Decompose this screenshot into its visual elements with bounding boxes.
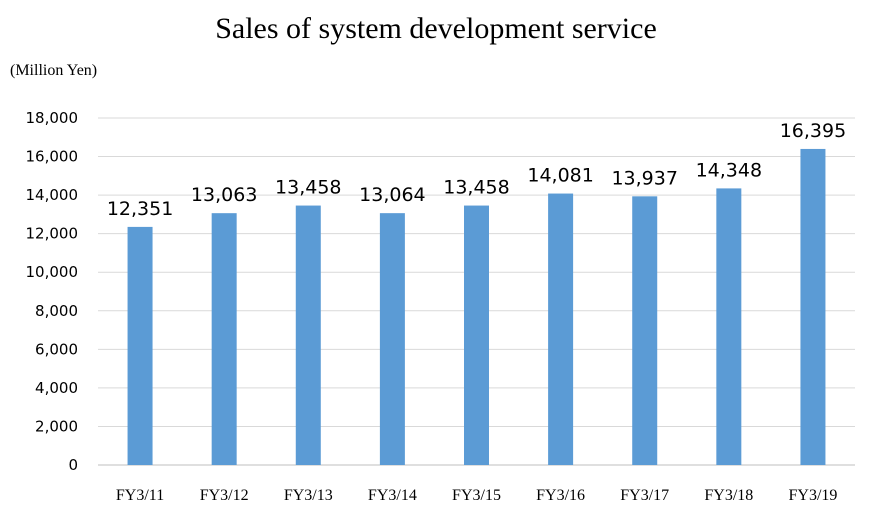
bar bbox=[548, 193, 574, 465]
x-tick-label: FY3/11 bbox=[116, 487, 164, 504]
y-tick-label: 6,000 bbox=[35, 340, 78, 358]
bar bbox=[464, 205, 489, 465]
bar bbox=[800, 148, 826, 465]
y-tick-label: 16,000 bbox=[26, 148, 79, 166]
data-label: 13,063 bbox=[191, 184, 257, 206]
x-tick-label: FY3/14 bbox=[368, 487, 417, 504]
bar bbox=[632, 196, 658, 465]
data-label: 16,395 bbox=[780, 120, 846, 142]
chart-title: Sales of system development service bbox=[215, 12, 657, 45]
y-tick-label: 12,000 bbox=[26, 225, 79, 243]
y-tick-label: 18,000 bbox=[26, 109, 79, 127]
y-tick-label: 14,000 bbox=[26, 186, 79, 204]
y-axis-unit-label: (Million Yen) bbox=[10, 62, 98, 79]
data-label: 14,348 bbox=[696, 159, 762, 181]
bar bbox=[379, 213, 405, 465]
x-tick-label: FY3/19 bbox=[788, 487, 837, 504]
x-tick-label: FY3/13 bbox=[284, 487, 333, 504]
data-label: 13,937 bbox=[611, 167, 677, 189]
bar bbox=[127, 226, 153, 465]
y-tick-label: 2,000 bbox=[35, 417, 78, 435]
y-tick-label: 4,000 bbox=[35, 379, 78, 397]
y-tick-label: 8,000 bbox=[35, 302, 78, 320]
x-tick-label: FY3/18 bbox=[704, 487, 753, 504]
data-label: 12,351 bbox=[107, 198, 173, 220]
data-label: 14,081 bbox=[527, 165, 593, 187]
data-label: 13,458 bbox=[275, 177, 341, 199]
data-label: 13,064 bbox=[359, 184, 425, 206]
data-label: 13,458 bbox=[443, 177, 509, 199]
x-tick-label: FY3/15 bbox=[452, 487, 501, 504]
bar bbox=[295, 205, 321, 465]
x-tick-label: FY3/16 bbox=[536, 487, 585, 504]
x-tick-label: FY3/17 bbox=[620, 487, 669, 504]
x-tick-label: FY3/12 bbox=[200, 487, 249, 504]
bar bbox=[716, 188, 742, 465]
y-tick-label: 0 bbox=[68, 456, 78, 474]
bar bbox=[211, 213, 237, 465]
y-tick-label: 10,000 bbox=[26, 263, 79, 281]
